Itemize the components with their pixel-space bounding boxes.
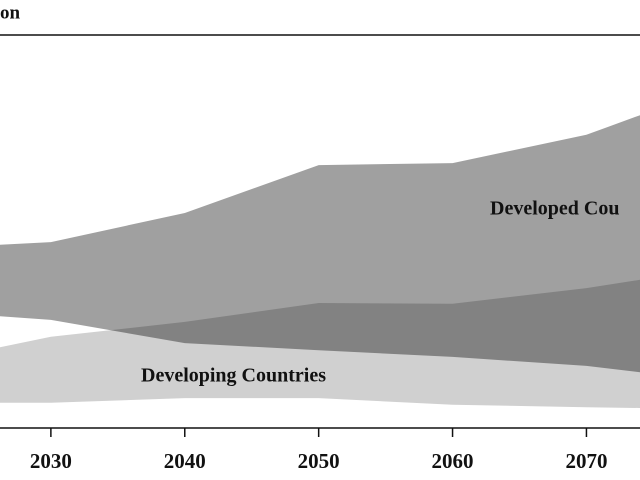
series-label: Developing Countries [141,365,326,387]
range-band [0,115,640,373]
x-tick-label: 2070 [565,449,607,473]
x-tick-label: 2040 [164,449,206,473]
chart-title: on [0,2,21,23]
series-label: Developed Cou [490,198,619,220]
x-tick-label: 2050 [298,449,340,473]
x-tick-label: 2030 [30,449,72,473]
x-tick-label: 2060 [432,449,474,473]
plot-area [0,115,640,408]
